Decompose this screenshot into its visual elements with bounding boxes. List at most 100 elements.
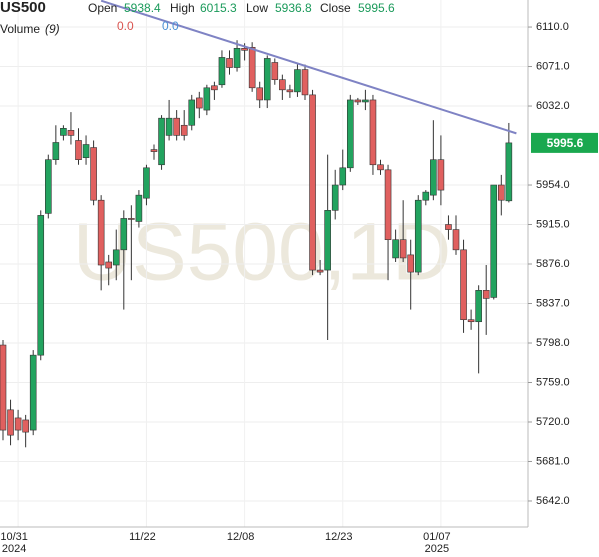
candle-body xyxy=(196,97,203,109)
candle-body xyxy=(467,319,475,323)
low-label: Low xyxy=(246,1,268,15)
candle-body xyxy=(7,409,14,436)
candle-body xyxy=(248,46,256,89)
candle-body xyxy=(44,159,52,214)
candle-body xyxy=(263,58,271,101)
candle-body xyxy=(173,117,180,136)
candle-body xyxy=(271,62,279,80)
y-tick-label: 5642.0 xyxy=(536,495,570,507)
candle-body xyxy=(384,169,392,241)
candle-body xyxy=(497,184,505,201)
candle-body xyxy=(324,210,331,271)
x-tick-label: 10/31 xyxy=(0,531,28,543)
x-tick-label: 01/07 xyxy=(423,531,451,543)
y-tick-label: 5954.0 xyxy=(536,179,570,191)
candle-body xyxy=(475,290,482,323)
candle-body xyxy=(407,254,415,273)
candle-body xyxy=(22,419,29,433)
y-tick-label: 6032.0 xyxy=(536,100,570,112)
candle-body xyxy=(112,249,120,266)
candle-body xyxy=(422,191,430,201)
candle-body xyxy=(279,79,286,91)
x-year-label: 2025 xyxy=(425,543,449,555)
candle-body xyxy=(90,147,97,201)
candle-body xyxy=(309,94,316,271)
volume-label: Volume xyxy=(0,22,40,36)
candle-body xyxy=(165,117,173,136)
candle-body xyxy=(362,99,369,103)
trendline xyxy=(100,0,517,135)
candle-body xyxy=(143,167,150,199)
y-tick-label: 5681.0 xyxy=(536,455,570,467)
candle-body xyxy=(14,417,22,431)
x-year-label: 2024 xyxy=(2,543,26,555)
volume-value: 0.0 xyxy=(162,19,179,33)
y-tick-label: 5837.0 xyxy=(536,297,570,309)
y-tick-label: 6110.0 xyxy=(536,21,569,33)
candle-body xyxy=(128,218,135,220)
candle-body xyxy=(226,58,233,68)
candle-body xyxy=(120,218,128,251)
candle-body xyxy=(203,87,211,111)
last-price-box xyxy=(531,132,598,153)
candle-body xyxy=(233,48,241,68)
candle-body xyxy=(158,117,165,166)
candle-body xyxy=(52,142,60,161)
candle-body xyxy=(437,159,445,191)
candle-body xyxy=(430,159,437,196)
low-value: 5936.8 xyxy=(275,1,312,15)
candle-body xyxy=(256,87,264,101)
symbol: US500 xyxy=(0,0,46,16)
candle-body xyxy=(241,48,248,51)
candle-body xyxy=(339,167,347,186)
candle-body xyxy=(218,57,226,86)
candle-body xyxy=(0,344,7,431)
volume-period: (9) xyxy=(45,22,60,36)
candle-body xyxy=(354,99,362,103)
candle-body xyxy=(286,89,294,93)
candle-body xyxy=(37,215,45,356)
candle-body xyxy=(105,261,112,269)
open-value: 5938.4 xyxy=(124,1,161,15)
candle-body xyxy=(301,69,309,96)
candle-body xyxy=(414,199,422,273)
high-label: High xyxy=(170,1,195,15)
candle-body xyxy=(377,164,384,171)
candle-body xyxy=(482,290,490,299)
candle-body xyxy=(294,69,301,93)
open-label: Open xyxy=(88,1,117,15)
candle-body xyxy=(75,140,82,161)
candle-body xyxy=(369,99,377,166)
candle-body xyxy=(460,249,467,321)
y-tick-label: 5798.0 xyxy=(536,337,570,349)
candle-body xyxy=(392,239,399,259)
candle-body xyxy=(399,239,407,259)
candle-body xyxy=(60,128,67,136)
x-tick-label: 11/22 xyxy=(129,531,156,543)
candle-body xyxy=(135,194,143,222)
x-tick-label: 12/23 xyxy=(325,531,353,543)
candle-body xyxy=(97,199,105,266)
high-value: 6015.3 xyxy=(200,1,237,15)
candle-body xyxy=(316,269,324,273)
candle-body xyxy=(490,184,498,298)
y-tick-label: 5720.0 xyxy=(536,416,570,428)
candle-body xyxy=(150,149,158,152)
candle-body xyxy=(82,144,90,158)
candle-body xyxy=(29,354,37,431)
candle-body xyxy=(452,229,460,251)
candle-body xyxy=(188,99,196,126)
candle-body xyxy=(211,85,218,91)
close-value: 5995.6 xyxy=(358,1,395,15)
last-price-label: 5995.6 xyxy=(547,136,584,150)
volume-value: 0.0 xyxy=(117,19,134,33)
close-label: Close xyxy=(320,1,351,15)
y-tick-label: 5915.0 xyxy=(536,218,570,230)
candle-body xyxy=(505,142,513,202)
x-tick-label: 12/08 xyxy=(227,531,255,543)
candle-body xyxy=(346,99,354,169)
y-tick-label: 5876.0 xyxy=(536,258,570,270)
y-tick-label: 5759.0 xyxy=(536,376,570,388)
candle-body xyxy=(180,124,188,136)
